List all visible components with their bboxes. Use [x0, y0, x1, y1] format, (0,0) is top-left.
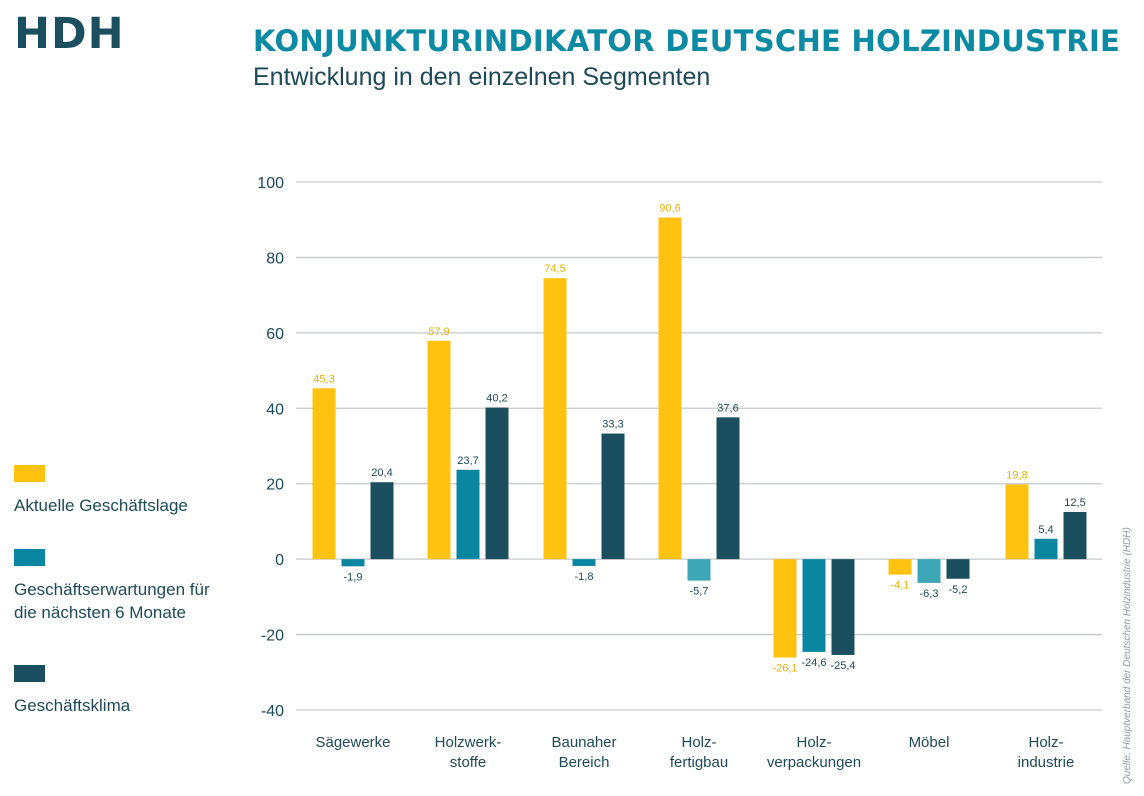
data-label: -1,9: [344, 571, 363, 583]
data-label: 40,2: [486, 393, 507, 405]
bar-3-7: [1063, 512, 1087, 560]
bar-1-1: [312, 388, 336, 560]
data-label: -1,8: [575, 571, 594, 583]
bar-1-2: [427, 340, 451, 560]
y-tick-label: 100: [257, 175, 284, 192]
data-label: -24,6: [801, 657, 826, 669]
bar-1-4: [658, 217, 682, 560]
source-note: Quelle: Hauptverband der Deutschen Holzi…: [1122, 527, 1133, 784]
chart-subtitle: Entwicklung in den einzelnen Segmenten: [253, 63, 711, 91]
data-label: 23,7: [457, 455, 478, 467]
bar-2-5: [802, 559, 826, 652]
data-label: 74,5: [544, 263, 565, 275]
y-tick-label: 80: [266, 250, 284, 267]
data-label: -25,4: [830, 660, 855, 672]
data-label: -26,1: [772, 663, 797, 675]
bar-2-6: [917, 559, 941, 583]
chart-title: KONJUNKTURINDIKATOR DEUTSCHE HOLZINDUSTR…: [253, 24, 1121, 58]
bar-1-3: [543, 278, 567, 560]
x-tick-label: Holzwerk-: [435, 734, 502, 751]
x-tick-label: stoffe: [450, 754, 486, 771]
x-tick-label: Holz-: [796, 734, 831, 751]
bar-1-5: [773, 559, 797, 658]
bar-1-7: [1005, 484, 1029, 560]
x-tick-label: verpackungen: [767, 754, 861, 771]
bar-2-4: [687, 559, 711, 581]
data-label: 20,4: [371, 467, 392, 479]
y-tick-label: -40: [261, 703, 284, 720]
data-label: -4,1: [891, 580, 910, 592]
bar-2-2: [456, 469, 480, 560]
data-label: 45,3: [313, 373, 334, 385]
bar-3-1: [370, 482, 394, 560]
y-tick-label: 60: [266, 326, 284, 343]
bar-3-3: [601, 433, 625, 560]
data-label: 33,3: [602, 419, 623, 431]
data-label: -5,2: [949, 584, 968, 596]
bar-3-5: [831, 559, 855, 655]
y-tick-label: 40: [266, 401, 284, 418]
x-tick-label: Holz-: [1028, 734, 1063, 751]
legend-swatch-aktuelle: [14, 465, 45, 482]
data-label: -5,7: [690, 586, 709, 598]
data-label: 12,5: [1064, 497, 1085, 509]
data-label: 5,4: [1038, 524, 1053, 536]
legend-swatch-erwartungen: [14, 549, 45, 566]
data-label: 57,9: [428, 326, 449, 338]
bar-2-7: [1034, 538, 1058, 560]
data-label: 37,6: [717, 402, 738, 414]
x-tick-label: Holz-: [681, 734, 716, 751]
x-tick-label: Bereich: [559, 754, 610, 771]
bar-2-1: [341, 559, 365, 567]
legend-label-erwartungen: Geschäftserwartungen für die nächsten 6 …: [14, 580, 210, 622]
bar-3-2: [485, 407, 509, 560]
data-label: -6,3: [920, 588, 939, 600]
x-tick-label: industrie: [1018, 754, 1075, 771]
x-tick-label: fertigbau: [670, 754, 728, 771]
legend-swatch-klima: [14, 665, 45, 682]
y-tick-label: -20: [261, 628, 284, 645]
legend-item-klima: Geschäftsklima: [14, 665, 229, 717]
bar-3-6: [946, 559, 970, 579]
legend-item-erwartungen: Geschäftserwartungen für die nächsten 6 …: [14, 549, 229, 624]
data-label: 90,6: [659, 202, 680, 214]
bar-1-6: [888, 559, 912, 575]
x-tick-label: Möbel: [909, 734, 950, 751]
legend-label-aktuelle: Aktuelle Geschäftslage: [14, 496, 188, 515]
x-tick-label: Sägewerke: [315, 734, 390, 751]
bar-3-4: [716, 417, 740, 560]
data-label: 19,8: [1006, 469, 1027, 481]
x-tick-label: Baunaher: [551, 734, 616, 751]
bar-2-3: [572, 559, 596, 566]
legend-item-aktuelle: Aktuelle Geschäftslage: [14, 465, 229, 517]
legend-label-klima: Geschäftsklima: [14, 696, 131, 715]
y-tick-label: 20: [266, 477, 284, 494]
y-tick-label: 0: [275, 552, 284, 569]
hdh-logo: HDH: [14, 9, 125, 59]
